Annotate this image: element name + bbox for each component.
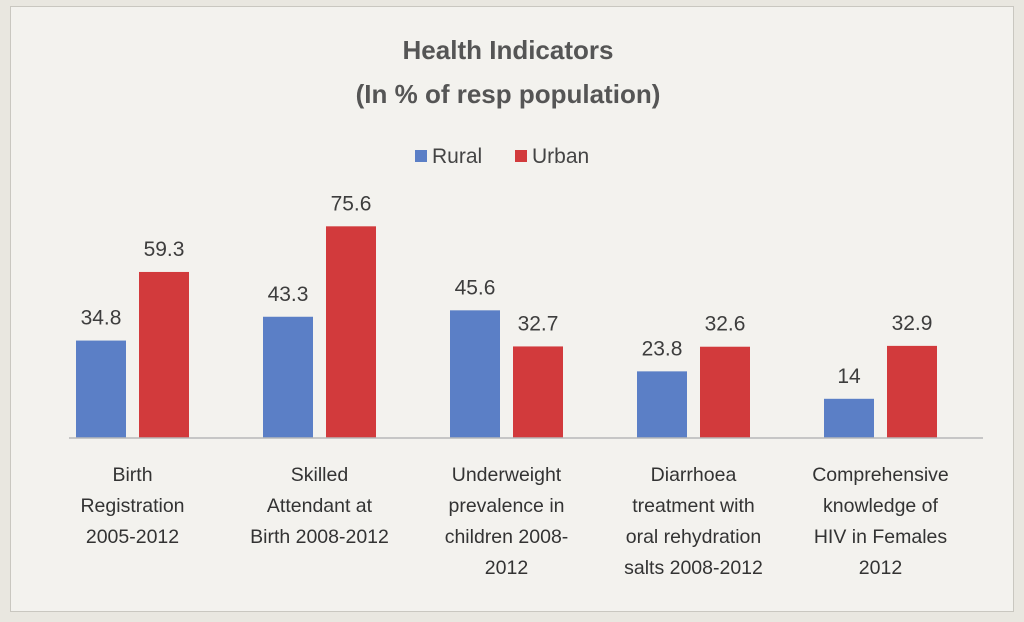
bar-rural-3 [637, 371, 687, 438]
bar-urban-2 [513, 346, 563, 438]
value-label-urban-2: 32.7 [518, 312, 559, 335]
bar-rural-1 [263, 316, 313, 438]
value-label-rural-1: 43.3 [268, 283, 309, 306]
chart-title: Health Indicators [403, 35, 614, 65]
bar-urban-0 [139, 271, 189, 438]
category-label-1: Skilled Attendant at Birth 2008-2012 [250, 464, 389, 548]
value-label-rural-3: 23.8 [642, 337, 683, 360]
chart-subtitle: (In % of resp population) [356, 79, 661, 109]
value-label-rural-0: 34.8 [81, 307, 122, 330]
bar-rural-0 [76, 340, 126, 438]
chart-legend: Rural Urban [415, 145, 589, 168]
bar-rural-4 [824, 398, 874, 438]
category-labels: Birth Registration 2005-2012 Skilled Attenda… [80, 464, 948, 579]
legend-label-rural: Rural [432, 145, 482, 168]
category-label-4: Comprehensive knowledge of HIV in Females 2… [812, 464, 949, 579]
bars-group: 34.8 59.3 43.3 75.6 45.6 32.7 23.8 32.6 14 32.9 [76, 192, 937, 438]
bar-rural-2 [450, 310, 500, 438]
bar-urban-3 [700, 346, 750, 438]
category-label-0: Birth Registration 2005-2012 [80, 464, 184, 548]
category-label-2: Underweight prevalence in children 2008-20… [445, 464, 569, 579]
chart-frame: Health Indicators (In % of resp populati… [10, 6, 1014, 612]
value-label-rural-2: 45.6 [455, 276, 496, 299]
health-indicators-chart: Health Indicators (In % of resp populati… [69, 35, 983, 579]
bar-urban-4 [887, 345, 937, 438]
value-label-urban-0: 59.3 [144, 238, 185, 261]
legend-swatch-rural [415, 150, 427, 162]
legend-label-urban: Urban [532, 145, 589, 168]
value-label-urban-1: 75.6 [331, 192, 372, 215]
bar-urban-1 [326, 226, 376, 438]
legend-swatch-urban [515, 150, 527, 162]
category-label-3: Diarrhoea treatment with oral rehydration s… [624, 464, 763, 579]
value-label-urban-3: 32.6 [705, 313, 746, 336]
value-label-rural-4: 14 [837, 365, 861, 388]
value-label-urban-4: 32.9 [892, 312, 933, 335]
